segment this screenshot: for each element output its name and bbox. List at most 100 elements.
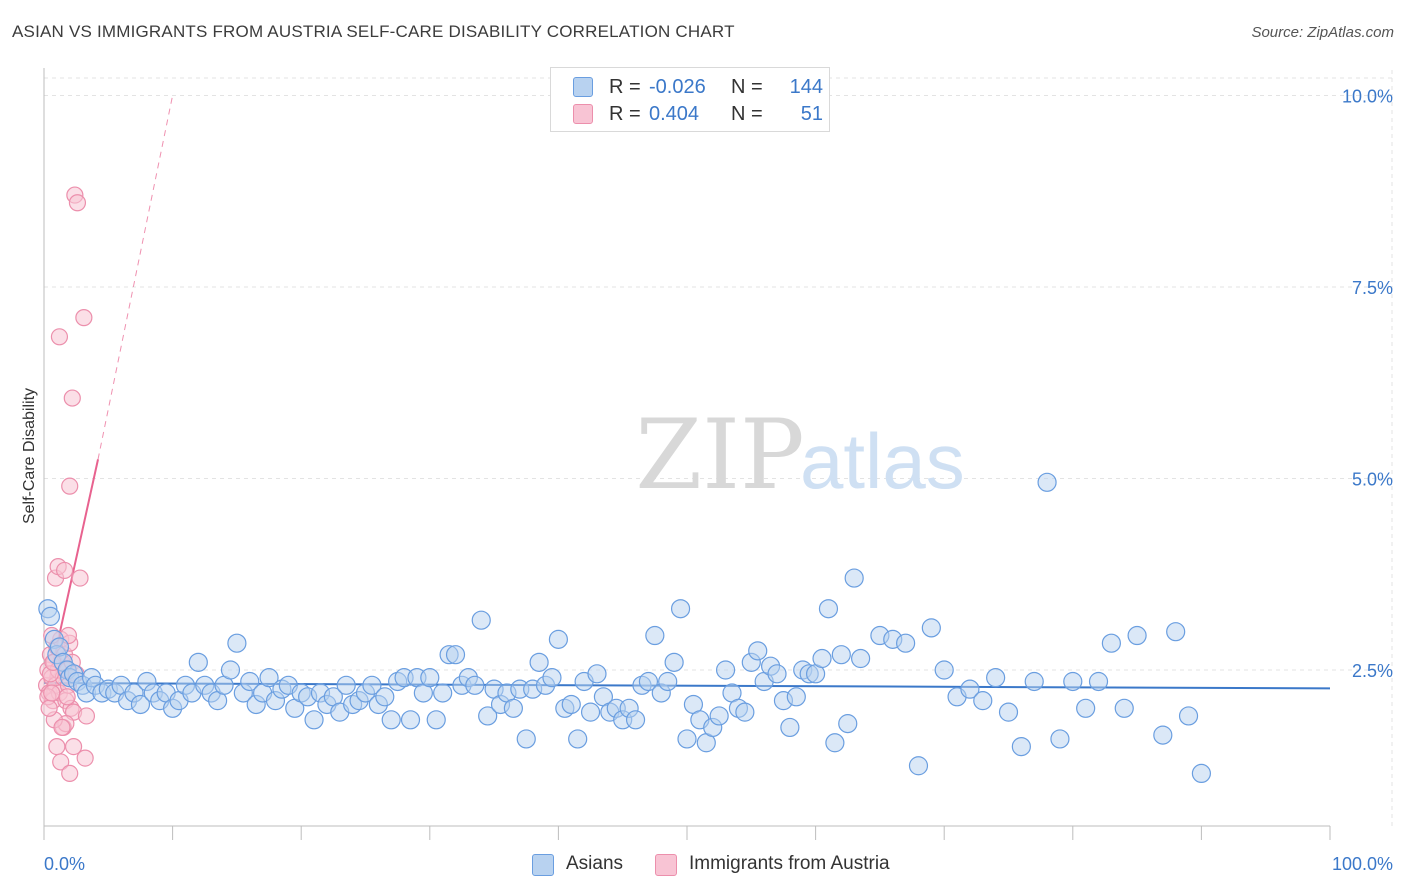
y-tick-label: 2.5% [1352, 661, 1393, 681]
data-point-immigrants-from-austria [61, 764, 79, 783]
x-tick-label: 0.0% [44, 854, 85, 874]
data-point-immigrants-from-austria [61, 477, 79, 495]
data-point-immigrants-from-austria [68, 194, 87, 212]
data-point-asians [1166, 622, 1186, 642]
data-point-asians [336, 675, 356, 695]
data-point-asians [1153, 725, 1173, 745]
watermark-atlas: atlas [800, 417, 965, 505]
data-point-asians [426, 710, 446, 730]
data-point-asians [658, 671, 678, 692]
chart-title: ASIAN VS IMMIGRANTS FROM AUSTRIA SELF-CA… [12, 22, 735, 41]
data-point-asians [1050, 729, 1070, 749]
data-point-asians [812, 648, 832, 669]
legend-swatch-immigrants-from-austria [655, 854, 677, 876]
data-point-asians [1024, 671, 1044, 692]
data-point-asians [478, 706, 498, 726]
data-point-asians [580, 702, 601, 722]
data-point-asians [896, 633, 916, 653]
data-point-asians [503, 698, 523, 718]
data-point-immigrants-from-austria [77, 707, 96, 725]
data-point-asians [638, 671, 659, 692]
data-point-asians [664, 652, 684, 672]
data-point-asians [934, 660, 954, 680]
data-point-asians [1191, 763, 1212, 784]
data-point-asians [568, 729, 588, 749]
data-point-asians [998, 702, 1019, 722]
data-point-immigrants-from-austria [52, 753, 70, 771]
tick-labels: 2.5% 5.0% 7.5% 10.0% 0.0% 100.0% [44, 87, 1393, 875]
data-point-asians [1011, 736, 1031, 757]
data-point-asians [670, 599, 691, 619]
data-point-asians [838, 714, 858, 734]
y-tick-label: 7.5% [1352, 278, 1393, 298]
correlation-legend: R = -0.026 N = 144 R = 0.404 N = 51 [550, 67, 830, 132]
data-point-asians [259, 668, 279, 688]
data-point-asians [529, 652, 549, 672]
data-point-asians [220, 660, 241, 680]
data-point-asians [381, 710, 401, 730]
data-point-asians [375, 687, 395, 707]
data-point-asians [227, 633, 247, 653]
data-point-asians [471, 610, 491, 630]
data-point-asians [400, 710, 421, 730]
data-point-immigrants-from-austria [43, 684, 61, 702]
data-point-asians [130, 694, 151, 715]
data-point-asians [433, 683, 453, 703]
data-point-immigrants-from-austria [48, 737, 66, 756]
data-point-asians [542, 668, 562, 688]
data-point-immigrants-from-austria [58, 688, 76, 706]
watermark-zip: ZIP [635, 399, 804, 511]
data-point-asians [986, 668, 1006, 688]
data-point-immigrants-from-austria [75, 309, 93, 327]
data-point-asians [780, 717, 800, 738]
legend-n-label: N = [731, 76, 763, 98]
legend-label-asians: Asians [566, 853, 624, 874]
source-label: Source: ZipAtlas.com [1251, 24, 1394, 41]
data-point-immigrants-from-austria [71, 569, 89, 587]
data-point-asians [1063, 671, 1083, 692]
data-point-asians [548, 629, 569, 649]
data-point-asians [677, 729, 697, 749]
data-point-asians [1101, 633, 1121, 653]
data-point-asians [960, 679, 980, 699]
data-point-asians [1088, 671, 1109, 692]
legend-label-immigrants-from-austria: Immigrants from Austria [689, 853, 890, 874]
data-point-asians [831, 645, 851, 665]
legend-swatch-asians [573, 77, 593, 97]
legend-r-value: -0.026 [649, 76, 706, 98]
data-point-asians [748, 641, 768, 661]
data-point-asians [362, 675, 382, 695]
data-point-asians [1178, 706, 1199, 726]
data-point-asians [818, 599, 839, 619]
legend-r-value: 0.404 [649, 103, 700, 125]
data-point-asians [908, 756, 929, 776]
data-point-immigrants-from-austria [53, 718, 71, 737]
data-point-asians [1127, 625, 1147, 646]
data-point-asians [40, 606, 61, 626]
legend-swatch-immigrants-from-austria [573, 104, 593, 124]
data-point-asians [844, 568, 864, 588]
data-point-immigrants-from-austria [50, 328, 69, 346]
legend-n-value: 144 [789, 76, 823, 98]
data-point-asians [1076, 698, 1096, 718]
data-point-immigrants-from-austria [40, 699, 58, 717]
data-point-asians [304, 710, 324, 730]
data-point-asians [973, 691, 993, 711]
data-point-asians [465, 675, 485, 695]
y-axis-label: Self-Care Disability [21, 388, 38, 524]
data-point-asians [625, 710, 646, 730]
legend-r-label: R = [609, 76, 641, 98]
x-tick-label: 100.0% [1332, 854, 1393, 874]
data-point-asians [767, 664, 787, 684]
data-point-asians [825, 733, 845, 753]
points-asians [38, 472, 1212, 784]
data-point-asians [851, 648, 871, 669]
data-point-immigrants-from-austria [55, 561, 74, 580]
y-tick-label: 5.0% [1352, 470, 1393, 490]
y-tick-label: 10.0% [1342, 87, 1393, 107]
series-legend: Asians Immigrants from Austria [0, 852, 1406, 878]
data-point-asians [921, 618, 941, 638]
data-point-immigrants-from-austria [76, 749, 94, 767]
legend-swatch-asians [532, 854, 554, 876]
